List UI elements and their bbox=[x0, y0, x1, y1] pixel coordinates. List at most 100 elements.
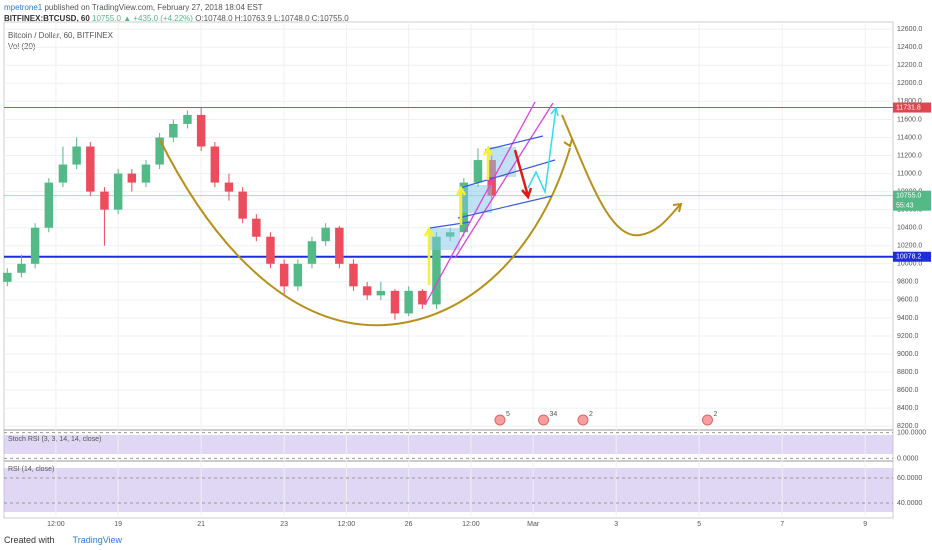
candle-body bbox=[210, 146, 220, 183]
x-tick-label: 23 bbox=[280, 521, 288, 528]
y-tick-label: 11000.0 bbox=[897, 170, 922, 177]
y-tick-label: 11200.0 bbox=[897, 152, 922, 159]
x-tick-label: 9 bbox=[863, 521, 867, 528]
candle-body bbox=[376, 290, 386, 296]
close: C:10755.0 bbox=[311, 14, 349, 23]
cyan-path bbox=[527, 107, 557, 195]
yellow-arrow bbox=[423, 226, 435, 285]
y-tick-label: 11400.0 bbox=[897, 134, 922, 141]
candle-body bbox=[473, 160, 483, 183]
drawings bbox=[159, 101, 683, 327]
low: L:10748.0 bbox=[273, 14, 310, 23]
channel-line bbox=[454, 102, 554, 259]
x-tick-label: 21 bbox=[197, 521, 205, 528]
change: +435.0 (+4.22%) bbox=[133, 14, 193, 23]
y-tick-label: 9400.0 bbox=[897, 315, 919, 322]
x-tick-label: 19 bbox=[114, 521, 122, 528]
candle-body bbox=[58, 164, 68, 183]
candle-body bbox=[279, 263, 289, 287]
symbol-line: BITFINEX:BTCUSD, 60 10755.0 ▲ +435.0 (+4… bbox=[4, 13, 349, 24]
direction: ▲ bbox=[123, 14, 132, 23]
y-tick-label: 11800.0 bbox=[897, 98, 922, 105]
event-label: 34 bbox=[550, 411, 558, 418]
event-icon bbox=[538, 414, 550, 426]
candle-body bbox=[86, 146, 95, 192]
footer: Created with TradingView bbox=[4, 535, 122, 545]
header: mpetrone1 published on TradingView.com, … bbox=[4, 2, 349, 24]
candle-body bbox=[141, 164, 151, 183]
candle-body bbox=[183, 114, 192, 124]
candle-body bbox=[17, 263, 26, 273]
candle-body bbox=[266, 236, 275, 264]
event-icon bbox=[494, 414, 506, 426]
cup-curve bbox=[159, 139, 571, 327]
y-tick-label: 10000.0 bbox=[897, 261, 922, 268]
author[interactable]: mpetrone1 bbox=[4, 3, 43, 12]
event-icon bbox=[701, 414, 713, 426]
candle-body bbox=[3, 272, 12, 282]
trend-line bbox=[457, 195, 553, 219]
created-with: Created with bbox=[4, 535, 55, 545]
candle-body bbox=[390, 290, 400, 314]
candle-body bbox=[404, 290, 413, 314]
candle-body bbox=[418, 290, 427, 305]
candle-body bbox=[113, 173, 123, 210]
candle-body bbox=[335, 227, 344, 264]
price-tag bbox=[893, 190, 931, 211]
frame bbox=[3, 21, 894, 519]
open: O:10748.0 bbox=[195, 14, 233, 23]
arrowhead bbox=[550, 106, 559, 117]
yellow-arrow bbox=[482, 145, 494, 180]
candle-body bbox=[349, 263, 358, 287]
x-tick-label: 26 bbox=[405, 521, 413, 528]
x-tick-label: Mar bbox=[527, 521, 540, 528]
candle-body bbox=[196, 114, 206, 147]
rsi-title: RSI (14, close) bbox=[8, 466, 54, 473]
channel-line bbox=[424, 101, 536, 306]
y-tick-label: 9600.0 bbox=[897, 297, 919, 304]
event-label: 5 bbox=[506, 411, 510, 418]
candle-body bbox=[487, 160, 496, 196]
candle-body bbox=[127, 173, 137, 183]
y-tick-label: 12600.0 bbox=[897, 26, 922, 33]
red-arrow bbox=[513, 149, 533, 200]
event-label: 2 bbox=[589, 411, 593, 418]
candle-body bbox=[72, 146, 81, 165]
y-tick-label: 8800.0 bbox=[897, 369, 919, 376]
pane-tick-label: 60.0000 bbox=[897, 475, 922, 482]
y-tick-label: 10400.0 bbox=[897, 225, 922, 232]
y-tick-label: 9800.0 bbox=[897, 279, 919, 286]
event-icon bbox=[577, 414, 589, 426]
candle-body bbox=[100, 191, 109, 210]
yellow-arrow bbox=[455, 185, 467, 225]
y-tick-label: 12000.0 bbox=[897, 80, 922, 87]
stoch-band bbox=[4, 435, 893, 454]
x-tick-label: 12:00 bbox=[47, 521, 65, 528]
price-tag-label: 10755.0 bbox=[896, 193, 921, 200]
candle-body bbox=[30, 227, 40, 264]
volume-label: Vol (20) bbox=[8, 42, 36, 51]
y-tick-label: 12400.0 bbox=[897, 44, 922, 51]
y-tick-label: 9000.0 bbox=[897, 351, 919, 358]
high: H:10763.9 bbox=[234, 14, 272, 23]
y-tick-label: 11600.0 bbox=[897, 116, 922, 123]
stoch-title: Stoch RSI (3, 3, 14, 14, close) bbox=[8, 436, 101, 443]
price-tag bbox=[893, 102, 931, 113]
brand[interactable]: TradingView bbox=[72, 535, 123, 545]
rsi-band bbox=[4, 468, 893, 512]
pane-tick-label: 40.0000 bbox=[897, 500, 922, 507]
chart-title: Bitcoin / Dollar, 60, BITFINEX bbox=[8, 31, 114, 40]
event-label: 2 bbox=[713, 411, 717, 418]
countdown: 55:43 bbox=[896, 203, 914, 210]
trend-line bbox=[429, 221, 471, 229]
candle-body bbox=[238, 191, 247, 219]
pane-tick-label: 0.0000 bbox=[897, 455, 919, 462]
candle-body bbox=[224, 182, 234, 192]
x-tick-label: 3 bbox=[614, 521, 618, 528]
candle-body bbox=[155, 137, 164, 165]
arrowhead bbox=[672, 202, 683, 213]
published: published on TradingView.com, February 2… bbox=[44, 3, 263, 12]
y-tick-label: 12200.0 bbox=[897, 62, 922, 69]
